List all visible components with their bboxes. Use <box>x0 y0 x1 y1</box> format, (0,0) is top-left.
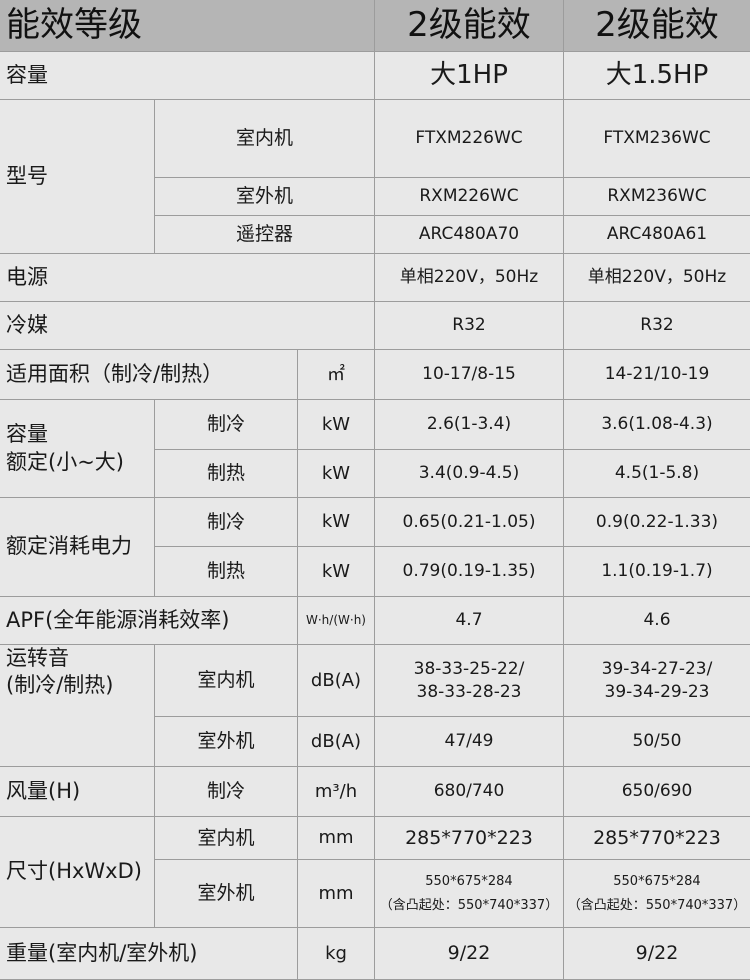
size-outdoor-b-main: 550*675*284 <box>613 874 701 890</box>
rated-power-heat-b: 1.1(0.19-1.7) <box>564 547 750 596</box>
rated-capacity-heat-a: 3.4(0.9-4.5) <box>375 450 563 497</box>
noise-indoor-unit: dB(A) <box>298 645 374 716</box>
airflow-b: 650/690 <box>564 767 750 816</box>
refrigerant-a: R32 <box>375 302 563 349</box>
rated-capacity-heat-b: 4.5(1-5.8) <box>564 450 750 497</box>
rated-power-cool-label: 制冷 <box>155 498 297 546</box>
size-indoor-unit: mm <box>298 817 374 859</box>
apf-unit: W·h/(W·h) <box>298 597 374 644</box>
weight-unit: kg <box>298 928 374 979</box>
noise-label-2: (制冷/制热) <box>6 673 114 698</box>
indoor-model-b: FTXM236WC <box>564 100 750 177</box>
noise-outdoor-a: 47/49 <box>375 717 563 766</box>
noise-indoor-a-heat: 38-33-28-23 <box>416 681 522 702</box>
remote-model-a: ARC480A70 <box>375 216 563 253</box>
noise-label-1: 运转音 <box>6 646 69 670</box>
area-a: 10-17/8-15 <box>375 350 563 399</box>
apf-b: 4.6 <box>564 597 750 644</box>
noise-indoor-label: 室内机 <box>155 645 297 716</box>
model-b-grade: 2级能效 <box>564 0 750 51</box>
noise-indoor-a: 38-33-25-22/ 38-33-28-23 <box>375 645 563 716</box>
rated-capacity-cool-b: 3.6(1.08-4.3) <box>564 400 750 449</box>
rated-capacity-cool-label: 制冷 <box>155 400 297 449</box>
size-outdoor-b: 550*675*284 （含凸起处：550*740*337） <box>564 860 750 927</box>
rated-capacity-cool-a: 2.6(1-3.4) <box>375 400 563 449</box>
capacity-a: 大1HP <box>375 52 563 99</box>
capacity-b: 大1.5HP <box>564 52 750 99</box>
noise-indoor-b-cool: 39-34-27-23/ <box>601 659 713 680</box>
indoor-model-a: FTXM226WC <box>375 100 563 177</box>
rated-capacity-label-2: 额定(小~大) <box>6 449 124 474</box>
area-unit: ㎡ <box>298 350 374 399</box>
model-a-grade: 2级能效 <box>375 0 563 51</box>
rated-power-heat-unit: kW <box>298 547 374 596</box>
apf-label: APF(全年能源消耗效率) <box>0 597 297 644</box>
size-outdoor-a-main: 550*675*284 <box>425 874 513 890</box>
airflow-unit: m³/h <box>298 767 374 816</box>
refrigerant-b: R32 <box>564 302 750 349</box>
rated-capacity-heat-unit: kW <box>298 450 374 497</box>
power-label: 电源 <box>0 254 374 301</box>
rated-capacity-label: 容量 额定(小~大) <box>0 400 154 497</box>
noise-indoor-b-heat: 39-34-29-23 <box>604 681 710 702</box>
airflow-label: 风量(H) <box>0 767 154 816</box>
outdoor-unit-label: 室外机 <box>155 178 374 215</box>
size-outdoor-b-protrusion: （含凸起处：550*740*337） <box>567 897 747 913</box>
remote-model-b: ARC480A61 <box>564 216 750 253</box>
size-outdoor-label: 室外机 <box>155 860 297 927</box>
noise-outdoor-label: 室外机 <box>155 717 297 766</box>
power-a: 单相220V，50Hz <box>375 254 563 301</box>
size-label: 尺寸(HxWxD) <box>0 817 154 927</box>
airflow-sub: 制冷 <box>155 767 297 816</box>
rated-capacity-heat-label: 制热 <box>155 450 297 497</box>
outdoor-model-a: RXM226WC <box>375 178 563 215</box>
noise-outdoor-b: 50/50 <box>564 717 750 766</box>
size-outdoor-unit: mm <box>298 860 374 927</box>
size-outdoor-a-protrusion: （含凸起处：550*740*337） <box>379 897 559 913</box>
airflow-a: 680/740 <box>375 767 563 816</box>
rated-power-cool-b: 0.9(0.22-1.33) <box>564 498 750 546</box>
energy-grade-label: 能效等级 <box>0 0 374 51</box>
model-label: 型号 <box>0 100 154 253</box>
noise-outdoor-unit: dB(A) <box>298 717 374 766</box>
area-b: 14-21/10-19 <box>564 350 750 399</box>
weight-b: 9/22 <box>564 928 750 979</box>
indoor-unit-label: 室内机 <box>155 100 374 177</box>
rated-capacity-cool-unit: kW <box>298 400 374 449</box>
rated-power-cool-a: 0.65(0.21-1.05) <box>375 498 563 546</box>
weight-label: 重量(室内机/室外机) <box>0 928 297 979</box>
capacity-label: 容量 <box>0 52 374 99</box>
size-indoor-label: 室内机 <box>155 817 297 859</box>
noise-indoor-b: 39-34-27-23/ 39-34-29-23 <box>564 645 750 716</box>
weight-a: 9/22 <box>375 928 563 979</box>
size-outdoor-a: 550*675*284 （含凸起处：550*740*337） <box>375 860 563 927</box>
noise-label: 运转音 (制冷/制热) <box>0 645 154 766</box>
rated-capacity-label-1: 容量 <box>6 422 48 447</box>
remote-label: 遥控器 <box>155 216 374 253</box>
power-b: 单相220V，50Hz <box>564 254 750 301</box>
size-indoor-b: 285*770*223 <box>564 817 750 859</box>
area-label: 适用面积（制冷/制热） <box>0 350 297 399</box>
rated-power-label: 额定消耗电力 <box>0 498 154 596</box>
noise-indoor-a-cool: 38-33-25-22/ <box>413 659 525 680</box>
rated-power-cool-unit: kW <box>298 498 374 546</box>
refrigerant-label: 冷媒 <box>0 302 374 349</box>
apf-a: 4.7 <box>375 597 563 644</box>
outdoor-model-b: RXM236WC <box>564 178 750 215</box>
size-indoor-a: 285*770*223 <box>375 817 563 859</box>
rated-power-heat-label: 制热 <box>155 547 297 596</box>
rated-power-heat-a: 0.79(0.19-1.35) <box>375 547 563 596</box>
